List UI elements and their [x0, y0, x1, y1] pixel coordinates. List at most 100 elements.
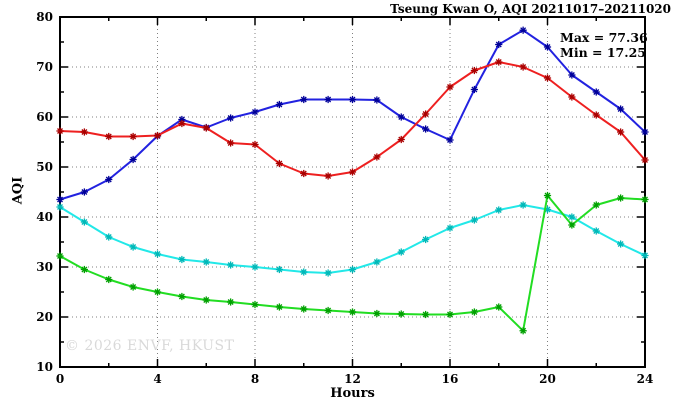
series-red-marker [642, 157, 648, 163]
series-cyan-marker [593, 228, 600, 234]
series-green-marker [276, 304, 283, 310]
series-blue-marker [422, 126, 429, 132]
max-annotation: Max = 77.36 [560, 30, 648, 45]
series-cyan-marker [642, 252, 648, 259]
series-red-marker [154, 132, 161, 139]
series-red-marker [447, 84, 453, 90]
series-red-marker [373, 154, 380, 160]
series-green-marker [300, 306, 307, 312]
series-green-marker [325, 307, 332, 314]
series-red-marker [252, 141, 258, 148]
series-green-marker [520, 327, 527, 334]
series-blue-marker [642, 129, 648, 135]
series-blue-marker [593, 89, 600, 95]
series-blue-marker [495, 41, 502, 48]
x-tick-label: 4 [153, 372, 161, 386]
x-tick-label: 0 [56, 372, 64, 386]
series-cyan-marker [495, 207, 502, 213]
series-cyan-marker [568, 214, 575, 220]
series-red-marker [325, 173, 332, 179]
series-green-marker [81, 266, 88, 273]
series-cyan-marker [373, 259, 380, 265]
series-blue-marker [130, 156, 137, 163]
series-green-marker [105, 276, 112, 283]
series-blue-marker [617, 106, 624, 112]
series-green-marker [178, 293, 185, 300]
series-red-marker [544, 75, 551, 81]
series-red-marker [276, 160, 283, 167]
series-green-marker [57, 253, 63, 259]
series-cyan-marker [617, 241, 624, 247]
series-green-marker [447, 311, 453, 318]
series-blue-marker [300, 96, 307, 103]
series-cyan-marker [349, 266, 356, 273]
series-red-marker [57, 128, 63, 134]
series-red-line [59, 61, 646, 177]
series-green-marker [373, 310, 380, 317]
series-cyan-marker [57, 204, 63, 210]
series-red-marker [300, 170, 307, 177]
y-tick-label: 60 [36, 110, 53, 124]
series-red-marker [227, 140, 234, 146]
series-red-marker [178, 120, 185, 127]
series-green-marker [130, 284, 137, 290]
series-green-marker [471, 309, 478, 315]
series-cyan-marker [130, 244, 137, 250]
series-green-marker [154, 289, 161, 295]
series-cyan-marker [471, 217, 478, 223]
series-cyan-marker [154, 251, 161, 257]
series-red-marker [593, 112, 600, 118]
series-red-marker [398, 136, 405, 143]
series-blue-marker [325, 96, 332, 103]
series-cyan-marker [276, 266, 283, 273]
series-red-marker [495, 59, 502, 65]
series-green-marker [593, 202, 600, 208]
series-green-marker [349, 309, 356, 315]
series-green-marker [642, 196, 648, 203]
x-tick-label: 16 [442, 372, 459, 386]
x-axis-label: Hours [330, 386, 375, 401]
series-red-marker [203, 125, 210, 131]
series-red-marker [349, 169, 356, 175]
y-axis-label: AQI [10, 176, 26, 205]
series-cyan-marker [520, 202, 527, 208]
series-cyan-marker [447, 225, 453, 231]
series-blue-marker [471, 86, 478, 93]
series-blue-marker [57, 196, 63, 203]
series-cyan-marker [203, 259, 210, 265]
series-cyan-line [59, 204, 646, 274]
series-red-marker [422, 111, 429, 117]
series-cyan-marker [227, 262, 234, 268]
series-cyan-marker [544, 206, 551, 213]
series-green-marker [495, 304, 502, 310]
series-blue-marker [544, 44, 551, 50]
series-red-marker [471, 67, 478, 74]
y-tick-label: 30 [36, 260, 53, 274]
series-blue-marker [81, 189, 88, 195]
chart-title: Tseung Kwan O, AQI 20211017–20211020 [390, 2, 671, 16]
series-green-marker [568, 222, 575, 228]
series-green-marker [617, 195, 624, 201]
series-green-marker [203, 297, 210, 303]
series-cyan-marker [422, 236, 429, 243]
series-cyan-marker [81, 219, 88, 225]
series-green-marker [422, 311, 429, 318]
y-tick-label: 20 [36, 310, 53, 324]
series-red-marker [105, 133, 112, 140]
series-blue-marker [520, 27, 527, 34]
y-tick-label: 10 [36, 360, 53, 374]
series-cyan-marker [325, 270, 332, 276]
series-red-marker [81, 129, 88, 135]
series-green-marker [544, 192, 551, 199]
series-blue-marker [568, 72, 575, 78]
series-cyan-marker [105, 234, 112, 240]
series-green-marker [252, 301, 258, 308]
series-blue-marker [105, 176, 112, 183]
series-cyan-marker [398, 249, 405, 255]
x-tick-label: 24 [637, 372, 654, 386]
series-red-marker [130, 133, 137, 140]
watermark-text: © 2026 ENVF, HKUST [65, 338, 235, 354]
min-annotation: Min = 17.25 [560, 45, 646, 60]
series-green-marker [398, 311, 405, 317]
